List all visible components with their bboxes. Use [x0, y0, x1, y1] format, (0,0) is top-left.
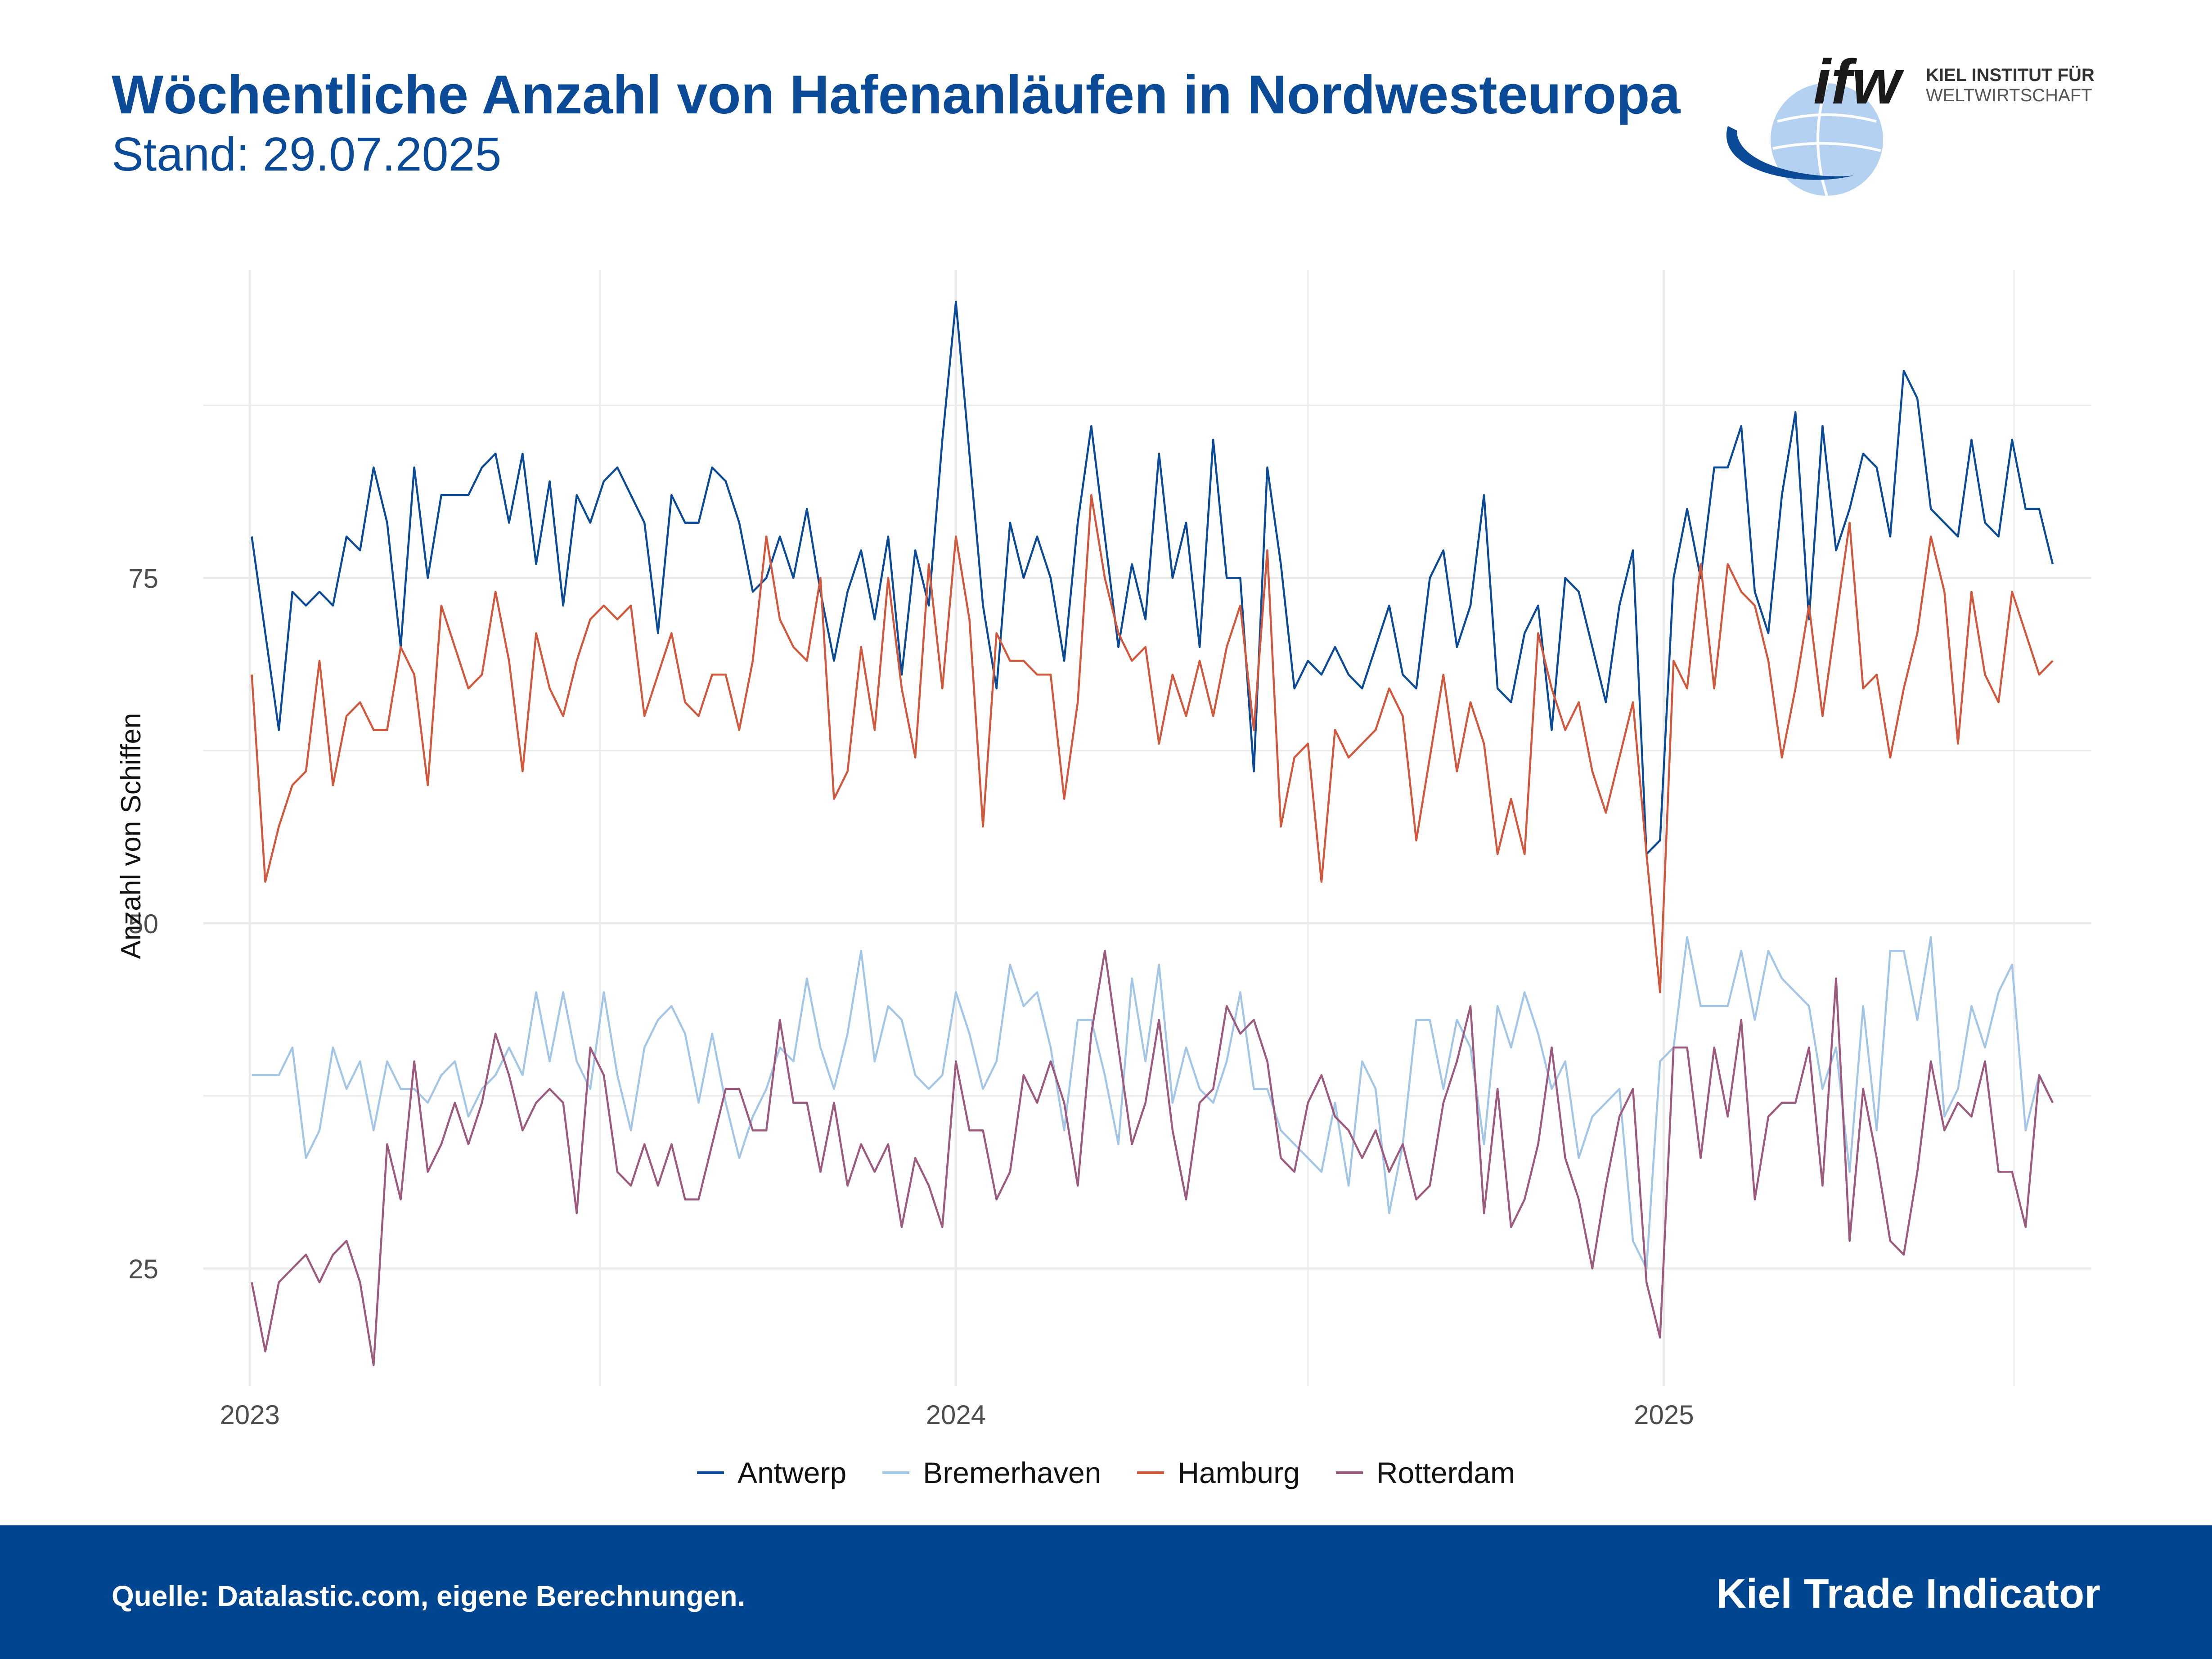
y-tick-label: 50: [128, 909, 158, 939]
series: [251, 301, 2054, 1367]
logo-line1: KIEL INSTITUT FÜR: [1926, 65, 2095, 85]
legend-swatch: [1137, 1471, 1164, 1474]
legend-item-antwerp: Antwerp: [697, 1456, 846, 1490]
legend-label: Hamburg: [1178, 1456, 1300, 1489]
y-tick-label: 25: [128, 1254, 158, 1284]
ifw-logo: ifw KIEL INSTITUT FÜR WELTWIRTSCHAFT: [1710, 46, 2115, 202]
legend-label: Bremerhaven: [923, 1456, 1102, 1489]
y-tick-label: 75: [128, 563, 158, 593]
legend-swatch: [1335, 1471, 1363, 1474]
chart-legend: Antwerp Bremerhaven Hamburg Rotterdam: [0, 1456, 2212, 1490]
series-points-hamburg: [251, 494, 2054, 993]
page-title: Wöchentliche Anzahl von Hafenanläufen in…: [112, 64, 1681, 125]
series-line-antwerp: [251, 301, 2054, 855]
legend-label: Rotterdam: [1376, 1456, 1515, 1489]
series-line-bremerhaven: [252, 936, 2054, 1270]
legend-item-bremerhaven: Bremerhaven: [882, 1456, 1101, 1490]
series-line-hamburg: [251, 494, 2054, 994]
x-tick-label: 2023: [220, 1400, 279, 1430]
page-subtitle: Stand: 29.07.2025: [112, 128, 502, 181]
legend-item-rotterdam: Rotterdam: [1335, 1456, 1515, 1490]
legend-swatch: [882, 1471, 910, 1474]
y-axis-label: Anzahl von Schiffen: [116, 713, 147, 959]
grid: [203, 270, 2091, 1386]
source-note: Quelle: Datalastic.com, eigene Berechnun…: [112, 1580, 746, 1612]
x-tick-label: 2025: [1634, 1400, 1694, 1430]
axes: 25 50 75 2023 2024 2025: [128, 563, 1694, 1430]
logo-line2: WELTWIRTSCHAFT: [1926, 85, 2092, 105]
legend-swatch: [697, 1471, 724, 1474]
x-tick-label: 2024: [926, 1400, 986, 1430]
legend-item-hamburg: Hamburg: [1137, 1456, 1300, 1490]
series-line-rotterdam: [251, 949, 2054, 1367]
logo-mark: ifw: [1813, 54, 1905, 117]
legend-label: Antwerp: [737, 1456, 847, 1489]
footer-bar: Quelle: Datalastic.com, eigene Berechnun…: [0, 1525, 2212, 1659]
globe-icon: ifw KIEL INSTITUT FÜR WELTWIRTSCHAFT: [1726, 46, 2095, 196]
brand-label: Kiel Trade Indicator: [1716, 1571, 2100, 1617]
